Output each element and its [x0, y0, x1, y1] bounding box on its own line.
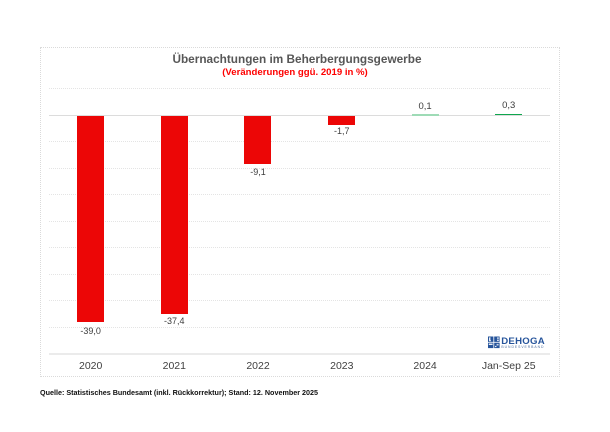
svg-text:DEHOGA: DEHOGA [501, 336, 545, 347]
svg-text:BUNDESVERBAND: BUNDESVERBAND [501, 345, 544, 349]
